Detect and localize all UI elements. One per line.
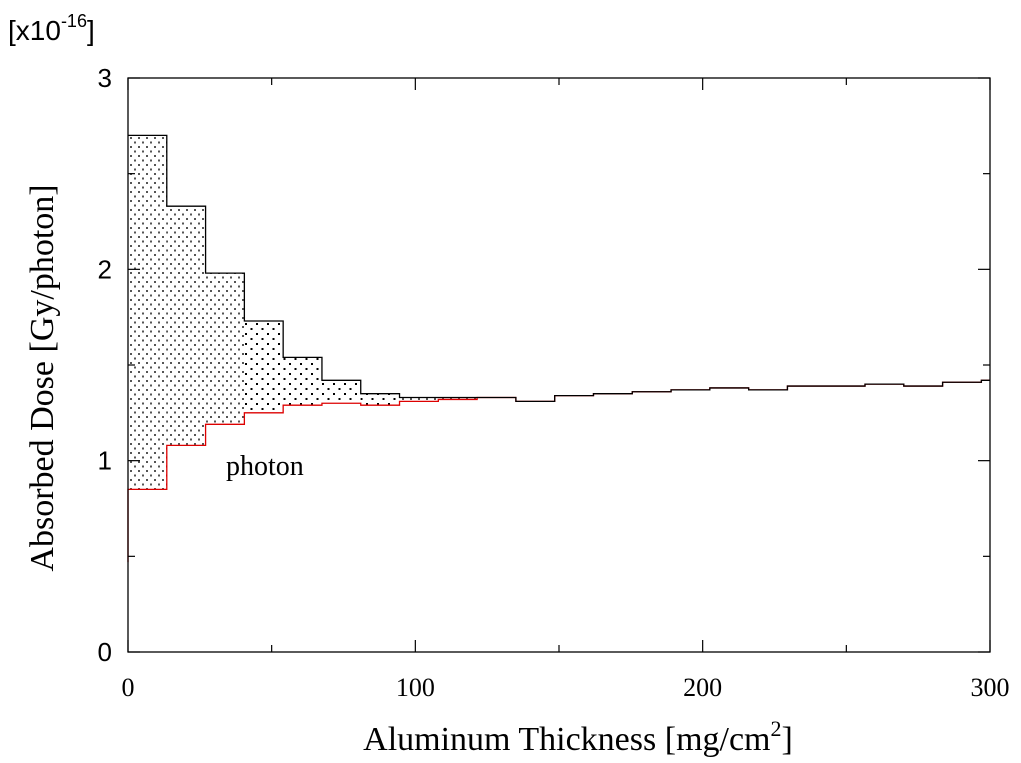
difference-fill-bin — [166, 206, 206, 446]
difference-fill-bin — [128, 135, 167, 490]
x-tick-label: 200 — [683, 673, 722, 702]
difference-fill-bin — [283, 357, 322, 406]
total-series-line — [128, 134, 990, 403]
axis-ticks — [127, 77, 991, 653]
y-axis-label: Absorbed Dose [Gy/photon] — [24, 184, 61, 571]
dose-difference-fill — [128, 135, 478, 490]
y-tick-label: 2 — [98, 254, 112, 284]
x-axis-label: Aluminum Thickness [mg/cm2] — [363, 716, 793, 758]
scale-factor-label: [x10-16] — [8, 11, 95, 46]
difference-fill-bin — [321, 380, 361, 404]
y-tick-label: 1 — [98, 446, 112, 476]
difference-fill-bin — [438, 397, 478, 400]
axis-tick-labels: 0 100 200 300 0 1 2 3 — [98, 63, 1010, 702]
difference-fill-bin — [360, 393, 400, 406]
difference-fill-bin — [399, 397, 439, 402]
x-tick-label: 100 — [396, 673, 435, 702]
x-tick-label: 0 — [122, 673, 135, 702]
y-tick-label: 3 — [98, 63, 112, 93]
difference-fill-bin — [244, 320, 284, 413]
photon-annotation: photon — [226, 451, 304, 482]
x-tick-label: 300 — [971, 673, 1010, 702]
difference-fill-bin — [205, 273, 245, 425]
y-tick-label: 0 — [98, 637, 112, 667]
